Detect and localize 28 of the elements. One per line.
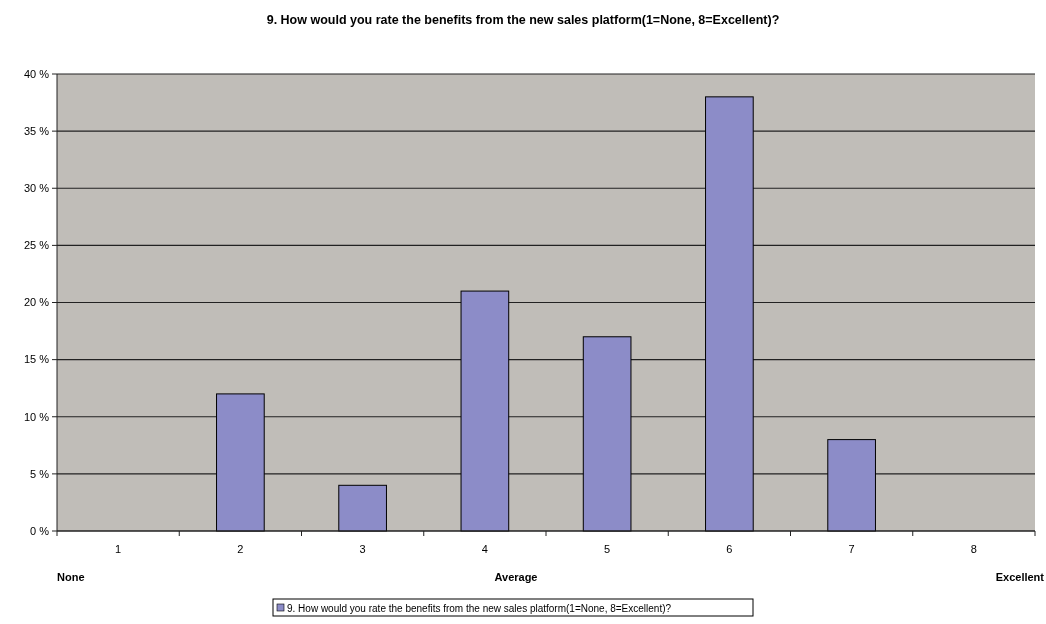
x-tick-label: 8 <box>970 543 977 555</box>
chart-title: 9. How would you rate the benefits from the new sales platform(1=None, 8=Excellent)? <box>266 13 780 27</box>
text: None <box>57 571 85 583</box>
text: Excellent <box>995 571 1045 583</box>
x-tick-label: 1 <box>115 543 122 555</box>
y-tick-label: 20 % <box>23 296 50 309</box>
y-tick-label: 35 % <box>23 124 50 137</box>
y-tick-label: 5 % <box>30 467 50 480</box>
legend-label: 9. How would you rate the benefits from the new sales platform(1=None, 8=Excellent)? <box>287 602 672 614</box>
text: Average <box>494 571 538 583</box>
x-tick-label: 6 <box>726 543 733 555</box>
x-tick-label: 5 <box>604 543 611 555</box>
bar <box>705 96 754 532</box>
x-tick-label: 4 <box>481 543 488 555</box>
bar <box>338 484 387 532</box>
bar <box>216 393 265 532</box>
y-tick-label: 25 % <box>23 239 50 252</box>
y-tick-label: 15 % <box>23 353 50 366</box>
bar <box>827 439 876 532</box>
y-tick-label: 40 % <box>23 67 50 80</box>
x-tick-label: 2 <box>237 543 244 555</box>
y-tick-label: 30 % <box>23 182 50 195</box>
bar <box>460 290 510 532</box>
bar <box>582 336 632 532</box>
y-tick-label: 0 % <box>30 524 50 537</box>
x-tick-label: 7 <box>848 543 855 555</box>
y-tick-label: 10 % <box>23 410 50 423</box>
x-tick-label: 3 <box>359 543 366 555</box>
